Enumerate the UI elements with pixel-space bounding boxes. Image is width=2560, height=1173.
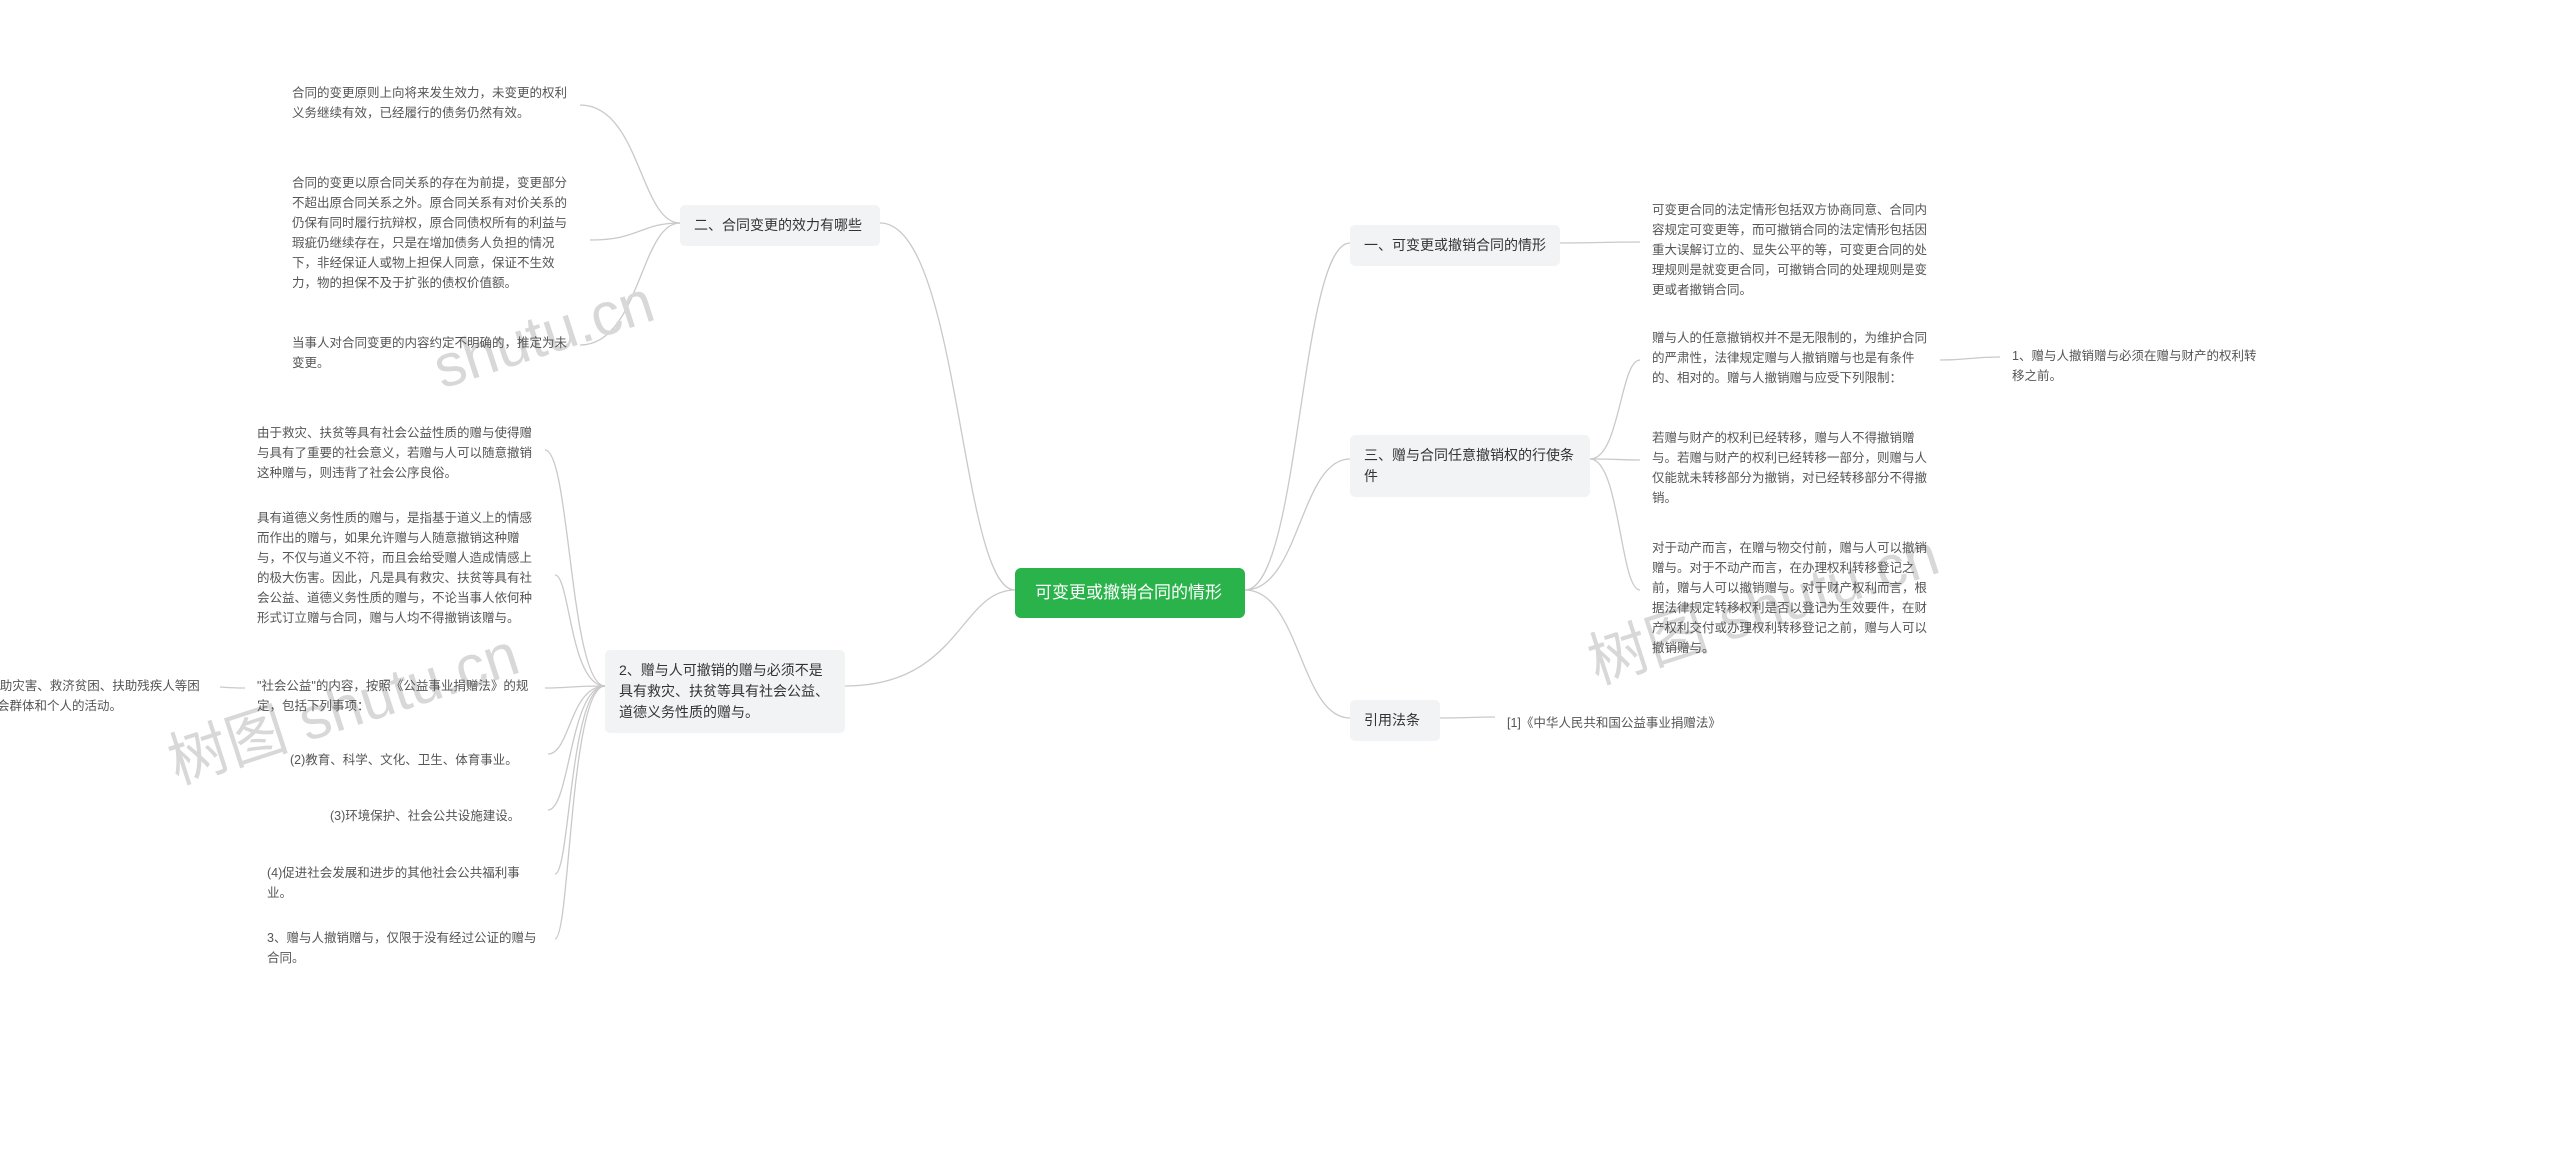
leaf-l2f: (4)促进社会发展和进步的其他社会公共福利事业。 xyxy=(255,855,555,911)
branch-l1: 二、合同变更的效力有哪些 xyxy=(680,205,880,246)
leaf-l1b: 合同的变更以原合同关系的存在为前提，变更部分不超出原合同关系之外。原合同关系有对… xyxy=(280,165,590,301)
leaf-r2b: 若赠与财产的权利已经转移，赠与人不得撤销赠与。若赠与财产的权利已经转移一部分，则… xyxy=(1640,420,1940,516)
leaf-r2a: 赠与人的任意撤销权并不是无限制的，为维护合同的严肃性，法律规定赠与人撤销赠与也是… xyxy=(1640,320,1940,396)
leaf-r2c: 对于动产而言，在赠与物交付前，赠与人可以撤销赠与。对于不动产而言，在办理权利转移… xyxy=(1640,530,1940,666)
root-node: 可变更或撤销合同的情形 xyxy=(1015,568,1245,618)
branch-r1: 一、可变更或撤销合同的情形 xyxy=(1350,225,1560,266)
leaf-l1c: 当事人对合同变更的内容约定不明确的，推定为未变更。 xyxy=(280,325,580,381)
branch-l2: 2、赠与人可撤销的赠与必须不是具有救灾、扶贫等具有社会公益、道德义务性质的赠与。 xyxy=(605,650,845,733)
leaf-l2b: 具有道德义务性质的赠与，是指基于道义上的情感而作出的赠与，如果允许赠与人随意撤销… xyxy=(245,500,555,636)
leaf-l2g: 3、赠与人撤销赠与，仅限于没有经过公证的赠与合同。 xyxy=(255,920,555,976)
leaf-l2c: "社会公益"的内容，按照《公益事业捐赠法》的规定，包括下列事项： xyxy=(245,668,545,724)
leaf-l2a: 由于救灾、扶贫等具有社会公益性质的赠与使得赠与具有了重要的社会意义，若赠与人可以… xyxy=(245,415,545,491)
leaf-l2e: (3)环境保护、社会公共设施建设。 xyxy=(318,798,548,834)
leaf-r3a: [1]《中华人民共和国公益事业捐赠法》 xyxy=(1495,705,1765,741)
leaf-l1a: 合同的变更原则上向将来发生效力，未变更的权利义务继续有效，已经履行的债务仍然有效… xyxy=(280,75,580,131)
branch-r3: 引用法条 xyxy=(1350,700,1440,741)
leaf-r1a: 可变更合同的法定情形包括双方协商同意、合同内容规定可变更等，而可撤销合同的法定情… xyxy=(1640,192,1940,308)
leaf-l2c1: (1)救助灾害、救济贫困、扶助残疾人等困难社会群体和个人的活动。 xyxy=(0,668,220,724)
leaf-r2a1: 1、赠与人撤销赠与必须在赠与财产的权利转移之前。 xyxy=(2000,338,2280,394)
leaf-l2d: (2)教育、科学、文化、卫生、体育事业。 xyxy=(278,742,548,778)
branch-r2: 三、赠与合同任意撤销权的行使条件 xyxy=(1350,435,1590,497)
